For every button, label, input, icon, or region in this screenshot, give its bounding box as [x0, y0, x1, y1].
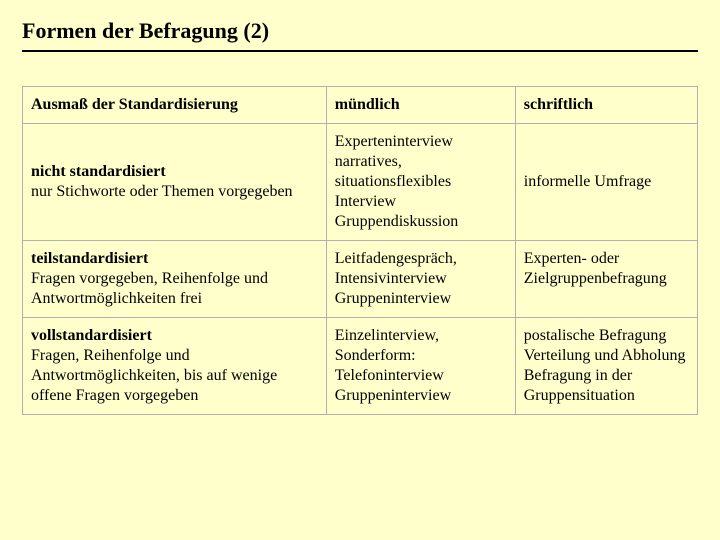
- table-row: teilstandardisiert Fragen vorgegeben, Re…: [23, 241, 698, 318]
- cell-schriftlich: postalische Befragung Verteilung und Abh…: [515, 318, 697, 415]
- cell-schriftlich: Experten- oder Zielgruppenbefragung: [515, 241, 697, 318]
- table-row: vollstandardisiert Fragen, Reihenfolge u…: [23, 318, 698, 415]
- row-label: nicht standardisiert nur Stichworte oder…: [23, 124, 327, 241]
- row-label-bold: teilstandardisiert: [31, 249, 318, 269]
- row-label-desc: Fragen, Reihenfolge und Antwortmöglichke…: [31, 346, 318, 406]
- row-label-bold: nicht standardisiert: [31, 162, 318, 182]
- row-label: vollstandardisiert Fragen, Reihenfolge u…: [23, 318, 327, 415]
- row-label-desc: nur Stichworte oder Themen vorgegeben: [31, 182, 318, 202]
- header-muendlich: mündlich: [326, 87, 515, 124]
- cell-muendlich: Experteninterview narratives, situations…: [326, 124, 515, 241]
- cell-muendlich: Einzelinterview, Sonderform: Telefoninte…: [326, 318, 515, 415]
- row-label: teilstandardisiert Fragen vorgegeben, Re…: [23, 241, 327, 318]
- cell-muendlich: Leitfadengespräch, Intensivinterview Gru…: [326, 241, 515, 318]
- page-title: Formen der Befragung (2): [22, 18, 698, 52]
- row-label-desc: Fragen vorgegeben, Reihenfolge und Antwo…: [31, 269, 318, 309]
- row-label-bold: vollstandardisiert: [31, 326, 318, 346]
- table-header-row: Ausmaß der Standardisierung mündlich sch…: [23, 87, 698, 124]
- header-ausmass: Ausmaß der Standardisierung: [23, 87, 327, 124]
- cell-schriftlich: informelle Umfrage: [515, 124, 697, 241]
- slide: Formen der Befragung (2) Ausmaß der Stan…: [0, 0, 720, 437]
- table-row: nicht standardisiert nur Stichworte oder…: [23, 124, 698, 241]
- standardization-table: Ausmaß der Standardisierung mündlich sch…: [22, 86, 698, 415]
- header-schriftlich: schriftlich: [515, 87, 697, 124]
